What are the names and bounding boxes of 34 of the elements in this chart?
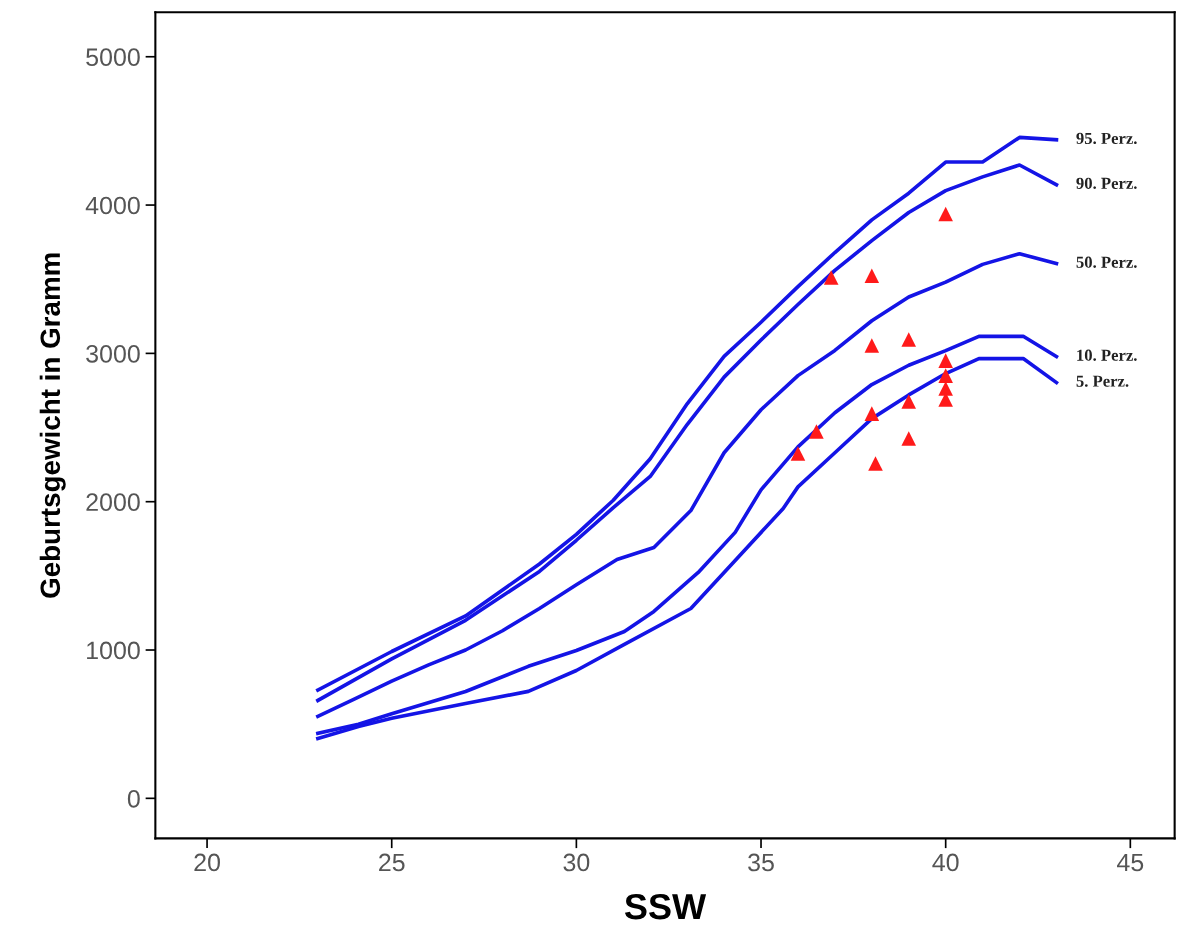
point — [938, 206, 953, 222]
x-axis-title: SSW — [624, 893, 707, 920]
point — [938, 381, 953, 396]
point — [823, 270, 839, 285]
point — [938, 353, 953, 368]
x-tick-label: 20 — [194, 853, 220, 872]
x-tick-label: 40 — [932, 853, 959, 872]
point — [938, 368, 953, 383]
series-label: 50. Perz. — [1076, 256, 1137, 268]
x-tick-label: 30 — [563, 853, 590, 872]
point — [901, 332, 917, 347]
point — [901, 431, 917, 446]
y-tick-label: 1000 — [87, 641, 140, 660]
y-tick-label: 4000 — [85, 196, 140, 215]
x-tick-label: 45 — [1117, 853, 1144, 872]
y-axis-title: Geburtsgewicht in Gramm — [39, 253, 66, 598]
series-label: 90. Perz. — [1076, 177, 1137, 189]
x-tick-label: 25 — [379, 853, 405, 872]
y-tick-label: 2000 — [86, 493, 140, 511]
point — [864, 338, 880, 353]
x-tick-label: 35 — [748, 853, 774, 872]
series-label: 95. Perz. — [1076, 132, 1137, 145]
point — [864, 268, 880, 283]
y-tick-label: 3000 — [86, 344, 140, 363]
y-tick-label: 0 — [127, 789, 140, 808]
point — [901, 394, 917, 409]
point — [809, 424, 824, 439]
point — [790, 446, 806, 461]
line-series — [316, 251, 1059, 719]
series-label: 5. Perz. — [1076, 375, 1129, 387]
series-label: 10. Perz. — [1077, 349, 1137, 361]
y-tick-label: 5000 — [86, 48, 140, 67]
point — [864, 406, 880, 421]
point — [868, 456, 883, 471]
